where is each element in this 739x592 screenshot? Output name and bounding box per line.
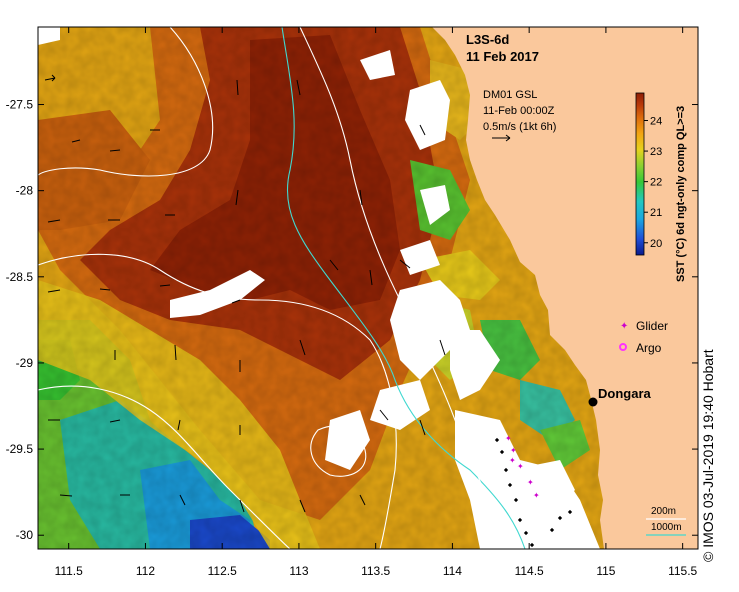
map-title: L3S-6d — [466, 32, 509, 47]
y-tick-label: -27.5 — [6, 98, 34, 112]
glider-point: ✦ — [517, 462, 524, 471]
obs-point — [503, 467, 509, 473]
colorbar-tick-label: 20 — [650, 238, 662, 250]
x-axis: 111.5 112 112.5 113 113.5 114 114.5 115 115.5 — [55, 27, 698, 578]
contour-1000-label: 1000m — [651, 522, 682, 533]
x-tick-label: 113.5 — [361, 564, 390, 578]
wind-scale-arrow — [492, 134, 511, 142]
x-tick-label: 115.5 — [668, 564, 697, 578]
glider-point: ✦ — [505, 434, 512, 443]
colorbar: 20 21 22 23 24 SST (°C) 6d ngt-only comp QL>… — [635, 92, 687, 282]
glider-point: ✦ — [533, 491, 540, 500]
obs-point — [494, 437, 500, 443]
y-tick-label: -29.5 — [6, 442, 34, 456]
glider-point: ✦ — [527, 478, 534, 487]
colorbar-label: SST (°C) 6d ngt-only comp QL>=3 — [675, 106, 687, 282]
x-tick-label: 114.5 — [515, 564, 544, 578]
y-tick-label: -29 — [16, 356, 34, 370]
map-date: 11 Feb 2017 — [466, 49, 539, 64]
obs-point — [567, 509, 573, 515]
wind-scale: 0.5m/s (1kt 6h) — [483, 121, 556, 133]
wind-source: DM01 GSL — [483, 89, 537, 101]
glider-label: Glider — [636, 319, 668, 333]
x-tick-label: 112 — [136, 564, 155, 578]
glider-symbol: ✦ — [620, 321, 628, 332]
colorbar-tick-label: 21 — [650, 207, 662, 219]
obs-point — [513, 497, 519, 503]
colorbar-ramp — [635, 92, 645, 256]
x-tick-label: 114 — [443, 564, 462, 578]
glider-point: ✦ — [510, 446, 517, 455]
glider-track: ✦✦✦✦✦✦ — [494, 434, 573, 548]
obs-point — [517, 517, 523, 523]
credit-text: © IMOS 03-Jul-2019 19:40 Hobart — [700, 349, 716, 562]
contour-200-label: 200m — [651, 506, 676, 517]
plot-frame — [37, 26, 699, 550]
obs-point — [499, 449, 505, 455]
x-tick-label: 115 — [596, 564, 615, 578]
glider-point: ✦ — [509, 456, 516, 465]
wind-time: 11-Feb 00:00Z — [483, 105, 555, 117]
x-tick-label: 111.5 — [55, 564, 84, 578]
y-tick-label: -28 — [16, 184, 34, 198]
obs-point — [507, 482, 513, 488]
y-tick-label: -30 — [16, 528, 34, 542]
y-tick-label: -28.5 — [6, 270, 34, 284]
argo-label: Argo — [636, 341, 662, 355]
obs-point — [529, 542, 535, 548]
x-tick-label: 113 — [289, 564, 308, 578]
obs-point — [523, 530, 529, 536]
place-label: Dongara — [598, 386, 652, 401]
colorbar-tick-label: 22 — [650, 177, 662, 189]
dongara-marker — [588, 397, 598, 407]
obs-point — [549, 527, 555, 533]
colorbar-tick-label: 24 — [650, 116, 662, 128]
y-axis: -27.5 -28 -28.5 -29 -29.5 -30 — [6, 98, 698, 542]
argo-symbol — [619, 343, 627, 351]
obs-point — [557, 515, 563, 521]
colorbar-tick-label: 23 — [650, 146, 662, 158]
sst-field — [38, 27, 698, 549]
x-tick-label: 112.5 — [208, 564, 237, 578]
